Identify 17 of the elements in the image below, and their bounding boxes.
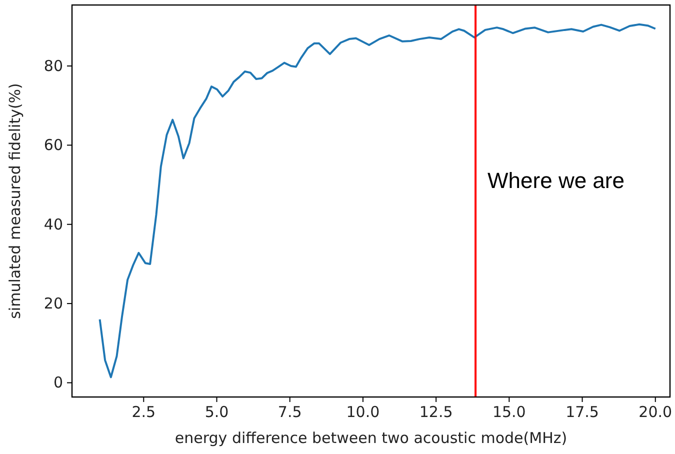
y-tick-label: 0 [53, 374, 63, 392]
x-tick-label: 7.5 [278, 403, 302, 421]
y-tick-label: 40 [44, 215, 63, 234]
ref-line-label: Where we are [488, 168, 624, 193]
line-series [98, 23, 656, 378]
x-axis-title: energy difference between two acoustic mode(MHz) [174, 429, 568, 447]
x-tick-label: 17.5 [566, 403, 599, 421]
x-tick-label: 20.0 [638, 403, 672, 421]
x-tick-label: 2.5 [132, 403, 156, 421]
y-tick-label: 20 [44, 294, 63, 313]
x-tick-label: 15.0 [492, 403, 526, 421]
x-tick-label: 12.5 [419, 403, 453, 421]
y-tick-label: 60 [44, 136, 63, 154]
x-tick-label: 5.0 [204, 403, 229, 421]
y-axis-title: simulated measured fidelity(%) [6, 83, 24, 319]
x-tick-label: 10.0 [346, 403, 380, 421]
y-tick-label: 80 [44, 56, 63, 75]
